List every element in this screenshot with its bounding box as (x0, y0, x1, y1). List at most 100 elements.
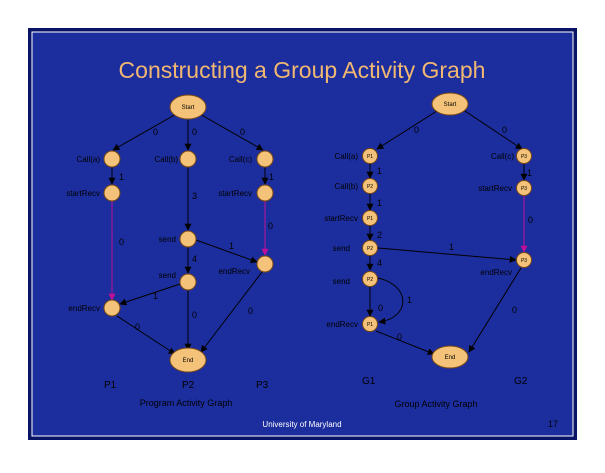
program-graph-caption: Program Activity Graph (140, 398, 233, 408)
node-send-2 (179, 273, 197, 291)
label-start-recv-p3: startRecv (218, 189, 252, 198)
label-send-2: send (159, 271, 176, 280)
node-start-recv-p3 (256, 184, 274, 202)
edge-g-end-recv-p1-end (375, 330, 435, 355)
label-end-recv-p3: endRecv (218, 267, 250, 276)
page-number: 17 (548, 419, 558, 429)
weight-g-er1-end: 0 (397, 332, 402, 342)
weight-a-sr1: 1 (119, 172, 124, 182)
node-call-b (179, 150, 197, 168)
label-g-send-2: send (333, 277, 350, 286)
weight-g-a-b: 1 (377, 166, 382, 176)
weight-g-b-sr: 1 (377, 198, 382, 208)
label-g-end-recv: endRecv (326, 320, 358, 329)
tag-g-end-recv-p3: P3 (521, 258, 527, 264)
tag-g-start-recv-p3: P3 (521, 186, 527, 192)
weight-g-sr3-er3: 0 (528, 215, 533, 225)
edge-end-recv-p3-end (200, 271, 263, 353)
weight-send1-send2: 4 (192, 254, 197, 264)
weight-g-er3-end: 0 (512, 305, 517, 315)
g-node-call-c (516, 148, 532, 164)
g-node-call-a (362, 148, 378, 164)
tag-g-send-1: P2 (367, 246, 373, 252)
weight-send2-er1: 1 (153, 291, 158, 301)
g-node-end-recv-p1 (362, 316, 378, 332)
weight-g-sr-send: 2 (377, 230, 382, 240)
label-start-recv-p1: startRecv (66, 189, 100, 198)
weight-sr1-er1: 0 (119, 237, 124, 247)
end-node-label: End (183, 358, 194, 364)
weight-g-c-sr3: 1 (527, 168, 532, 178)
g-node-start-recv (362, 210, 378, 226)
column-label-g1: G1 (362, 376, 376, 387)
tag-g-call-a: P1 (367, 154, 373, 160)
column-label-p3: P3 (256, 380, 269, 391)
tag-g-call-c: P3 (521, 154, 527, 160)
slide-title: Constructing a Group Activity Graph (119, 57, 486, 83)
node-start-recv-p1 (103, 184, 121, 202)
label-call-a: Call(a) (76, 155, 100, 164)
label-send-1: send (159, 235, 176, 244)
program-activity-graph (108, 112, 269, 355)
g-node-call-b (362, 178, 378, 194)
program-graph-labels: Start End Call(a) Call(b) Call(c) startR… (66, 105, 252, 364)
weight-start-a: 0 (153, 127, 158, 137)
weight-g-send2-loop: 1 (407, 295, 412, 305)
edge-start-call-a (112, 112, 179, 151)
label-g-call-b: Call(b) (334, 182, 358, 191)
weight-g-send2-er1: 0 (378, 303, 383, 313)
tag-g-send-2: P2 (367, 277, 373, 283)
g-node-end-recv-p3 (516, 252, 532, 268)
g-start-node (431, 92, 469, 116)
weight-sr3-er3: 0 (268, 221, 273, 231)
column-label-p2: P2 (182, 380, 195, 391)
edge-g-send-end-recv (377, 247, 517, 263)
program-graph-nodes (103, 94, 274, 373)
g-end-label: End (445, 355, 456, 361)
weight-er3-end: 0 (248, 306, 253, 316)
group-activity-graph (366, 108, 528, 355)
group-graph-caption: Group Activity Graph (394, 399, 477, 409)
label-call-c: Call(c) (229, 155, 252, 164)
weight-g-send-er3: 1 (449, 242, 454, 252)
edge-g-start-call-c (461, 108, 523, 150)
g-node-start-recv-p3 (516, 180, 532, 196)
slide-background (31, 31, 574, 437)
node-send-1 (179, 230, 197, 248)
node-end-recv-p1 (103, 299, 121, 317)
edge-send-end-recv-p3 (195, 239, 258, 264)
program-graph-edge-weights: 0 0 0 1 1 3 0 0 1 4 1 0 0 0 (119, 127, 274, 332)
g-node-send-2 (362, 271, 378, 287)
g-end-node (431, 345, 469, 369)
group-graph-nodes (362, 92, 532, 369)
weight-c-sr3: 1 (269, 172, 274, 182)
tag-g-start-recv: P1 (367, 216, 373, 222)
edge-g-send-loop (377, 277, 404, 325)
label-g-call-a: Call(a) (334, 152, 358, 161)
end-node (169, 347, 207, 373)
weight-send1-er3: 1 (229, 241, 234, 251)
group-graph-edge-weights: 0 0 1 1 2 4 1 1 0 0 1 0 0 (377, 125, 533, 342)
edge-send-end-recv-p1 (119, 283, 181, 306)
label-end-recv-p1: endRecv (68, 304, 100, 313)
label-g-call-c: Call(c) (491, 152, 514, 161)
edge-g-start-call-a (376, 108, 441, 150)
weight-b-send: 3 (192, 191, 197, 201)
label-g-end-recv-p3: endRecv (480, 268, 512, 277)
weight-start-b: 0 (192, 127, 197, 137)
weight-g-start-g1: 0 (414, 125, 419, 135)
start-node (169, 94, 207, 120)
g-node-send-1 (362, 240, 378, 256)
weight-er1-end: 0 (135, 322, 140, 332)
edge-end-recv-p1-end (116, 315, 176, 355)
weight-start-c: 0 (240, 127, 245, 137)
footer-text: University of Maryland (262, 420, 341, 429)
weight-send2-end: 0 (192, 310, 197, 320)
label-g-send-1: send (333, 244, 350, 253)
edge-g-end-recv-p3-end (468, 267, 522, 353)
weight-g-send-send: 4 (377, 258, 382, 268)
group-graph-captions: G1 G2 Group Activity Graph (362, 376, 528, 409)
tag-g-end-recv: P1 (367, 322, 373, 328)
